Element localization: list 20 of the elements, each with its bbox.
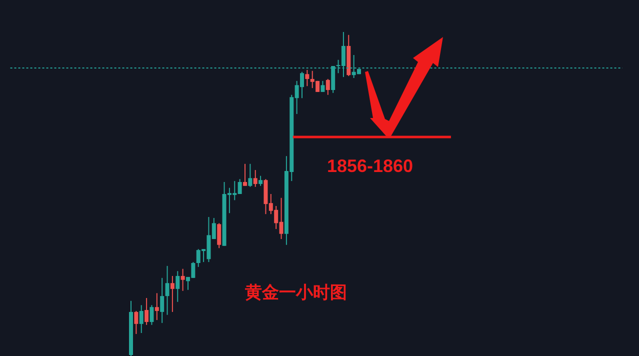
annotation: 1856-1860 [326, 156, 414, 176]
candlestick [180, 268, 185, 292]
candlestick [139, 304, 144, 334]
candlestick [243, 163, 247, 186]
candlestick [150, 304, 154, 326]
candlestick [326, 78, 330, 96]
candlestick [320, 80, 325, 92]
candlestick [253, 170, 258, 188]
candlestick [165, 265, 170, 316]
candlestick [176, 270, 180, 302]
candlestick [134, 310, 138, 334]
candlestick [248, 163, 252, 188]
annotation: 黄金一小时图 [244, 283, 347, 303]
candlestick [305, 69, 310, 87]
candlestick [160, 277, 164, 324]
candlestick [144, 298, 149, 326]
candlestick [258, 175, 263, 186]
candlestick [217, 222, 222, 249]
candlestick [154, 292, 159, 321]
candlestick [170, 275, 174, 312]
